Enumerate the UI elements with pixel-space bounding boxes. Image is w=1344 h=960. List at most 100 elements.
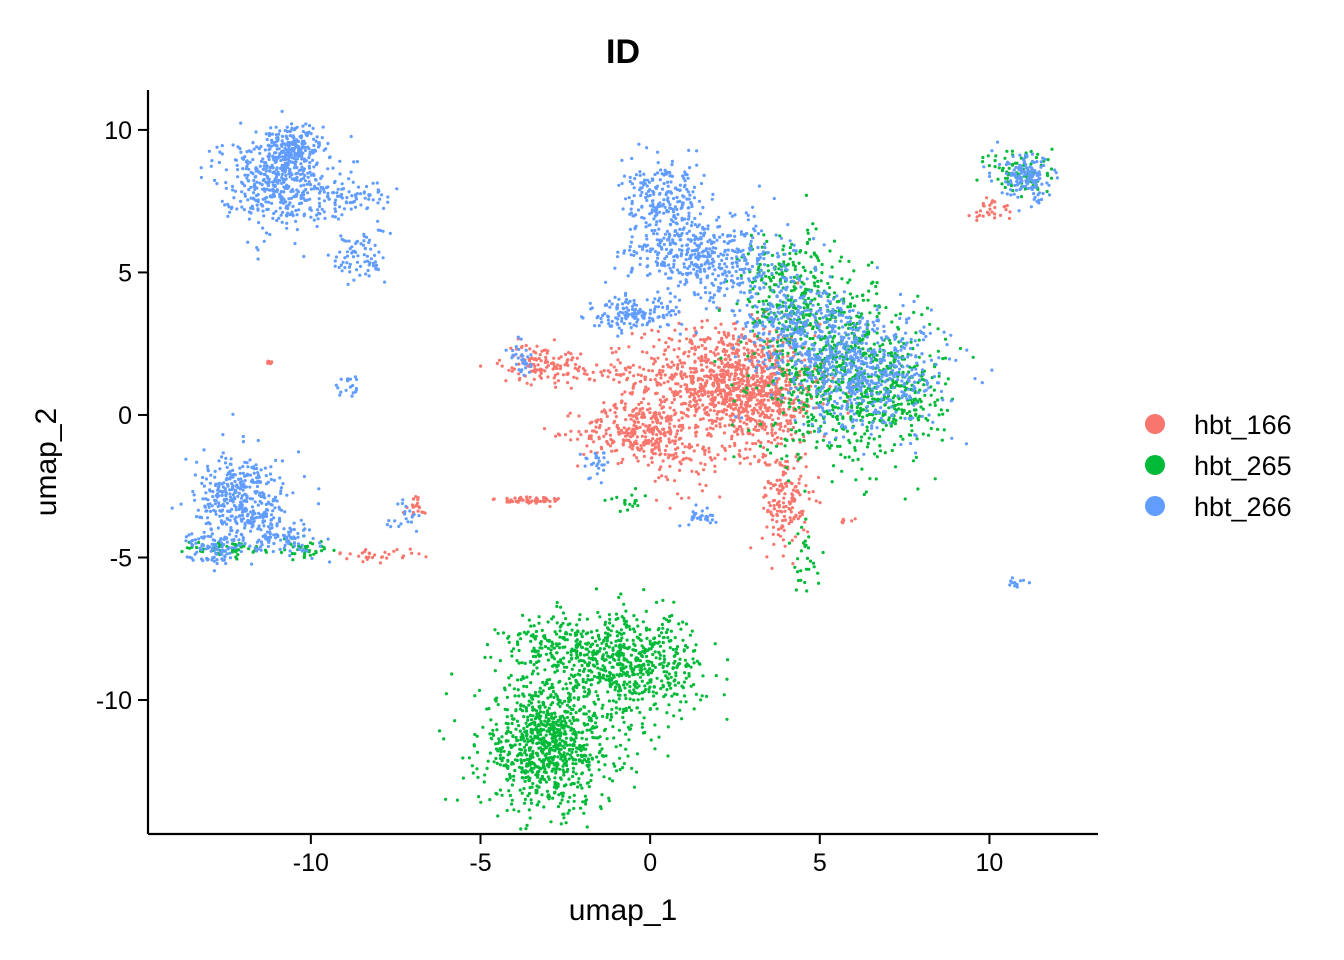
data-point [764,494,768,498]
data-point [812,281,817,285]
data-point [625,638,629,642]
data-point [629,435,633,439]
data-point [773,362,777,366]
data-point [635,706,640,710]
data-point [567,777,571,781]
data-point [667,437,671,441]
data-point [572,806,576,811]
data-point [600,641,604,645]
data-point [598,742,602,747]
data-point [885,364,889,368]
data-point [642,429,646,433]
data-point [557,723,561,728]
data-point [531,755,535,759]
data-point [555,600,559,605]
data-point [776,416,780,420]
data-point [782,496,786,500]
data-point [726,371,730,375]
data-point [659,415,663,419]
data-point [760,350,764,354]
data-point [743,358,748,362]
data-point [909,340,913,344]
data-point [561,373,566,377]
data-point [674,372,679,376]
data-point [713,353,717,357]
data-point [746,417,751,421]
data-point [666,380,670,384]
data-point [673,479,677,483]
data-point [548,504,552,509]
data-point [553,373,557,377]
data-point [766,264,770,268]
data-point [922,383,926,387]
data-point [597,637,601,641]
data-point [531,741,535,745]
data-point [550,682,554,686]
data-point [677,321,681,325]
data-point [615,652,619,656]
data-point [695,402,699,406]
data-point [589,719,594,723]
data-point [488,751,492,755]
data-point [632,785,637,789]
data-point [800,512,805,517]
data-point [668,619,672,623]
data-point [867,420,871,425]
data-point [410,551,414,555]
data-point [783,482,787,486]
data-point [529,801,534,805]
data-point [569,386,573,390]
data-point [582,695,586,699]
data-point [813,380,818,384]
data-point [692,393,696,397]
data-point [998,213,1003,217]
data-point [475,734,479,738]
data-point [509,346,513,350]
data-point [542,758,546,762]
data-point [637,684,641,688]
data-point [813,284,817,288]
data-point [551,690,556,694]
data-point [772,542,776,547]
data-point [606,369,610,373]
data-point [766,439,771,444]
data-point [811,490,815,494]
data-point [562,732,567,736]
data-point [767,295,771,299]
data-point [587,760,591,764]
data-point [180,549,184,554]
data-point [897,407,901,411]
data-point [694,470,699,474]
data-point [680,365,685,369]
data-point [538,374,542,378]
data-point [625,438,629,442]
data-point [910,429,914,433]
data-point [627,345,631,349]
data-point [808,393,812,397]
data-point [526,794,530,798]
data-point [659,376,663,380]
data-point [812,415,816,419]
data-point [678,358,682,363]
data-point [855,405,859,410]
data-point [684,456,689,460]
data-point [538,746,543,750]
data-point [721,340,725,344]
data-point [862,492,866,497]
data-point [693,405,697,409]
data-point [781,525,785,529]
data-point [779,422,783,426]
data-point [563,729,567,733]
data-point [537,700,541,704]
data-point [849,344,853,348]
data-point [847,455,851,459]
data-point [698,417,703,422]
data-point [638,365,642,369]
data-point [658,662,662,667]
data-point [674,382,678,386]
data-point [835,417,840,422]
data-point [681,638,685,642]
data-point [723,392,728,396]
data-point [630,766,634,771]
data-point [662,616,666,620]
